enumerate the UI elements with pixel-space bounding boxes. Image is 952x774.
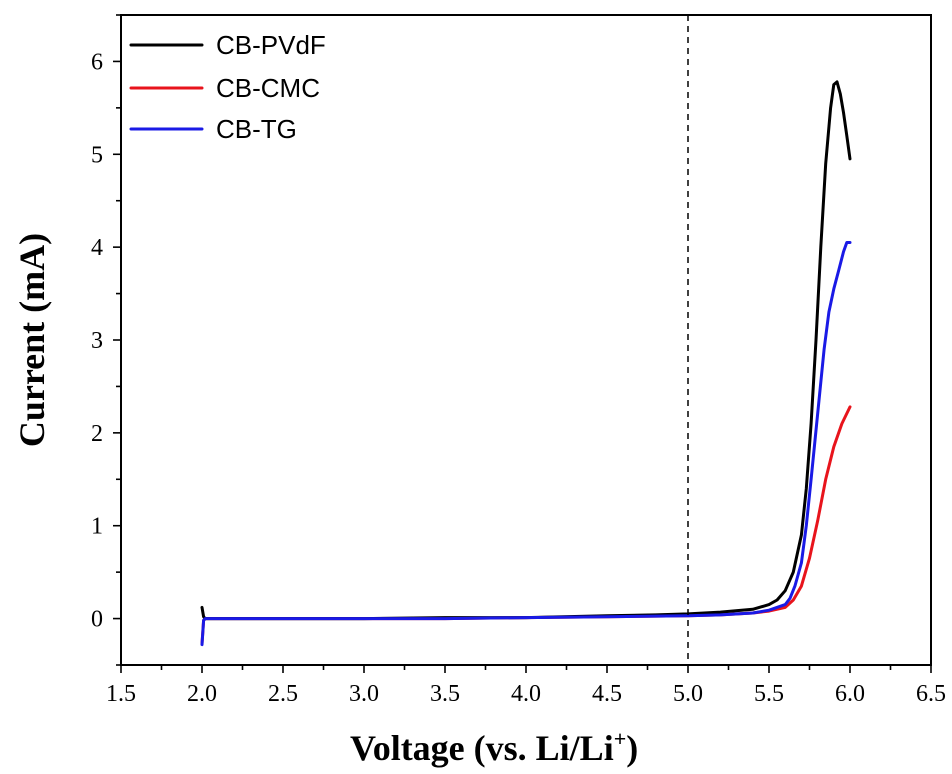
series-line-cb-pvdf	[200, 80, 852, 621]
x-tick-label: 3.5	[430, 681, 460, 707]
x-axis-title-suffix: )	[626, 728, 638, 768]
y-tick-label: 4	[91, 235, 103, 261]
x-tick-label: 2.0	[187, 681, 217, 707]
y-axis: 0 1 2 3 4 5 6	[91, 14, 121, 666]
x-tick-label: 2.5	[268, 681, 298, 707]
legend-label-cb-pvdf: CB-PVdF	[216, 30, 326, 60]
x-axis-title-superscript: +	[614, 726, 627, 751]
plot-frame	[120, 14, 932, 666]
x-tick-label: 6.5	[916, 681, 946, 707]
legend-label-cb-cmc: CB-CMC	[216, 73, 320, 103]
series-line-cb-tg	[200, 241, 852, 647]
legend-label-cb-tg: CB-TG	[216, 114, 297, 144]
x-axis: 1.5 2.0 2.5 3.0 3.5 4.0 4.5 5.0 5.5 6.0 6.5	[106, 665, 946, 707]
x-tick-label: 1.5	[106, 681, 136, 707]
y-tick-label: 2	[91, 421, 103, 447]
y-tick-label: 6	[91, 49, 103, 75]
x-tick-label: 6.0	[835, 681, 865, 707]
x-axis-title-main: Voltage (vs. Li/Li	[350, 728, 614, 768]
y-tick-label: 3	[91, 328, 103, 354]
plot-lines	[200, 80, 852, 647]
y-tick-label: 0	[91, 607, 103, 633]
y-tick-label: 5	[91, 142, 103, 168]
x-tick-label: 4.5	[592, 681, 622, 707]
x-axis-title: Voltage (vs. Li/Li+)	[350, 726, 638, 768]
x-tick-label: 5.0	[673, 681, 703, 707]
y-axis-title: Current (mA)	[12, 233, 52, 447]
x-tick-label: 5.5	[754, 681, 784, 707]
y-tick-label: 1	[91, 514, 103, 540]
legend: CB-PVdF CB-CMC CB-TG	[129, 30, 326, 144]
x-tick-label: 4.0	[511, 681, 541, 707]
x-tick-label: 3.0	[349, 681, 379, 707]
